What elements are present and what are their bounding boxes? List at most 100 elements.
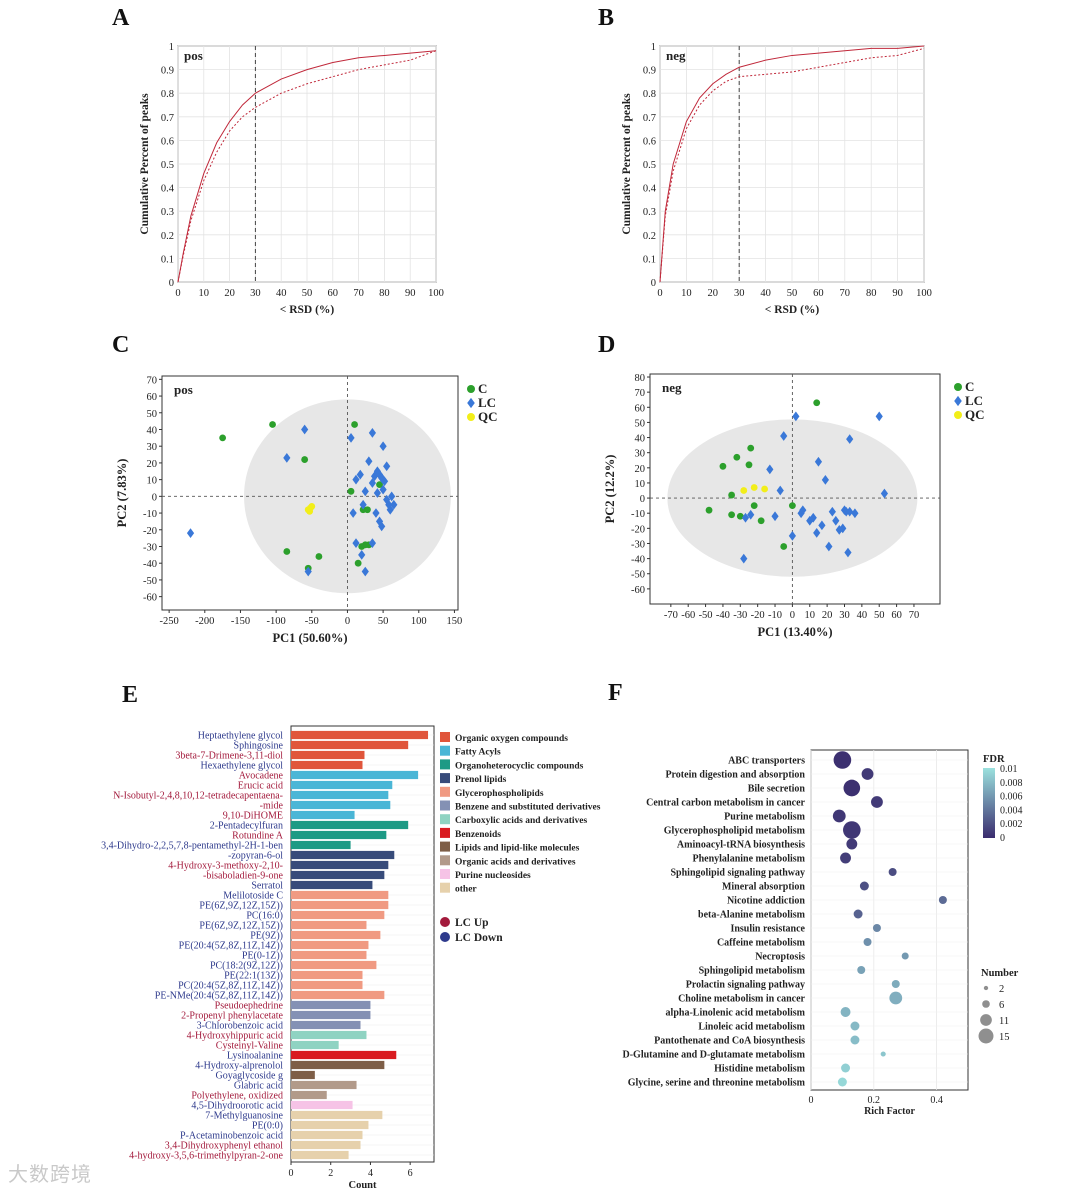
y-tick-label: -30 [143, 542, 157, 553]
category-label: PE(0:0) [252, 1121, 283, 1132]
series-line-qc [659, 47, 925, 283]
bubble [850, 1021, 860, 1031]
data-point-lc [390, 499, 398, 510]
bar [291, 1120, 369, 1130]
y-tick-label: 0.4 [161, 184, 175, 195]
x-tick-label: 60 [328, 288, 339, 299]
class-legend-swatch [440, 745, 450, 756]
data-point-lc [771, 511, 779, 522]
class-legend-swatch [440, 882, 450, 893]
panel-letter-a: A [112, 5, 130, 31]
data-point-c [376, 481, 383, 489]
category-label: 4,5-Dihydroorotic acid [191, 1101, 283, 1112]
x-tick-label: 70 [909, 610, 920, 621]
category-label: 3,4-Dihydroxyphenyl ethanol [165, 1141, 284, 1152]
data-point-lc [846, 434, 854, 444]
y-tick-label: -40 [143, 559, 157, 570]
category-label: 9,10-DiHOME [223, 811, 283, 822]
data-point-lc [380, 476, 389, 487]
category-label: Goyaglycoside g [216, 1071, 284, 1082]
class-legend-swatch [440, 759, 450, 770]
y-tick-label: 60 [635, 403, 646, 414]
data-point-c [788, 502, 796, 510]
y-tick-label: 30 [147, 442, 158, 453]
size-legend-label: 15 [999, 1032, 1010, 1043]
y-tick-label: 80 [635, 373, 646, 384]
y-tick-label: -60 [143, 593, 157, 604]
x-tick-label: -60 [681, 610, 695, 621]
pathway-label: Glycerophospholipid metabolism [664, 826, 806, 837]
bar [291, 1110, 383, 1120]
category-label: PE(0-1Z)) [242, 951, 283, 962]
x-tick-label: -20 [751, 610, 765, 621]
x-tick-label: 20 [224, 288, 235, 299]
y-tick-label: 0.4 [643, 184, 657, 195]
x-tick-label: 50 [874, 610, 885, 621]
data-point-lc [359, 499, 367, 510]
legend-label-lc: LC [965, 393, 983, 408]
x-axis-label: Count [348, 1180, 377, 1191]
bar [291, 780, 393, 790]
data-point-c [736, 512, 744, 520]
x-axis-label: PC1 (13.40%) [758, 625, 833, 639]
data-point-qc [306, 507, 314, 515]
bar [291, 1140, 361, 1150]
y-tick-label: 50 [147, 409, 158, 420]
pathway-label: Caffeine metabolism [717, 938, 806, 949]
y-tick-label: 70 [147, 375, 158, 386]
class-legend-swatch [440, 773, 450, 784]
data-point-lc [352, 474, 360, 485]
x-tick-label: 30 [734, 288, 745, 299]
category-label: 2-Pentadecylfuran [210, 821, 283, 832]
data-point-lc [846, 506, 854, 517]
status-legend-label: LC Up [455, 917, 489, 929]
x-tick-label: 2 [328, 1168, 333, 1179]
data-point-lc [766, 464, 774, 475]
pathway-label: Histidine metabolism [714, 1064, 806, 1075]
pathway-label: Mineral absorption [722, 882, 805, 893]
category-label: Hexaethylene glycol [201, 761, 284, 772]
bar [291, 970, 363, 980]
x-tick-label: 20 [822, 610, 833, 621]
data-point-c [269, 421, 276, 428]
category-label: 4-Hydroxyhippuric acid [187, 1031, 283, 1042]
y-tick-label: -50 [143, 576, 157, 587]
x-tick-label: 0 [809, 1095, 814, 1106]
class-legend-swatch [440, 841, 450, 852]
x-tick-label: 20 [708, 288, 719, 299]
x-tick-label: 10 [805, 610, 816, 621]
bar [291, 1050, 397, 1060]
data-point-c [757, 517, 765, 525]
bar [291, 1000, 371, 1010]
y-tick-label: 0.3 [161, 207, 174, 218]
pathway-label: Phenylalanine metabolism [692, 854, 805, 865]
y-tick-label: 1 [651, 42, 656, 53]
category-label: 3,4-Dihydro-2,2,5,7,8-pentamethyl-2H-1-b… [101, 841, 283, 852]
data-point-lc [825, 541, 833, 552]
panel-letter-c: C [112, 332, 129, 358]
panel-letter-d: D [598, 332, 615, 358]
bar [291, 790, 389, 800]
legend-marker-c [467, 385, 475, 393]
pathway-label: Aminoacyl-tRNA biosynthesis [677, 840, 805, 851]
class-legend-swatch [440, 732, 450, 742]
y-tick-label: 1 [169, 42, 174, 53]
data-point-lc [373, 488, 382, 498]
x-tick-label: -100 [266, 616, 285, 627]
data-point-c [719, 462, 727, 470]
data-point-c [780, 543, 788, 550]
data-point-lc [839, 523, 847, 534]
bubble [938, 896, 947, 904]
data-point-c [728, 491, 736, 499]
legend-label-qc: QC [478, 409, 498, 424]
x-tick-label: 40 [857, 610, 868, 621]
color-legend-title: FDR [983, 754, 1005, 765]
x-tick-label: -50 [305, 616, 319, 627]
bar [291, 1010, 371, 1020]
legend-marker-c [954, 383, 962, 391]
category-label: Lysinoalanine [227, 1051, 284, 1062]
category-label: PE(20:4(5Z,8Z,11Z,14Z)) [179, 941, 283, 952]
bar [291, 1150, 349, 1160]
pathway-label: Protein digestion and absorption [665, 770, 805, 781]
